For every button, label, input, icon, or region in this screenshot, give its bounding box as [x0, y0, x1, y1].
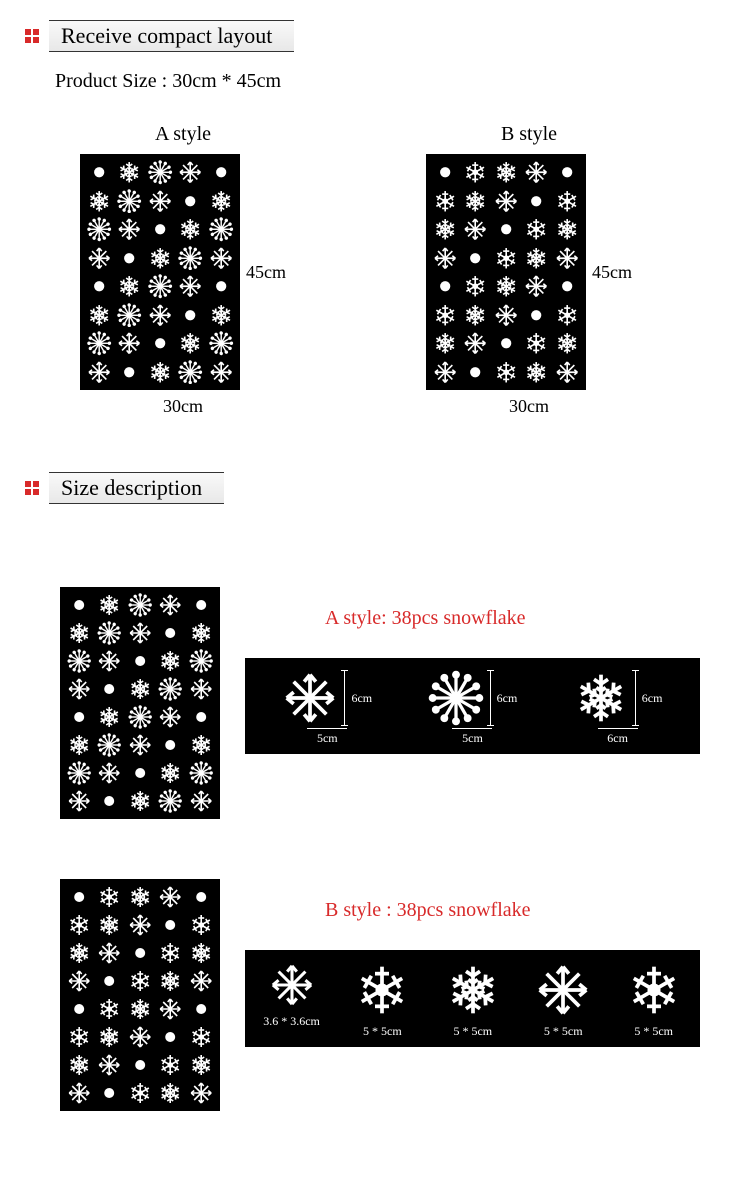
- style-b-height: 45cm: [592, 262, 632, 283]
- style-b-width: 30cm: [426, 396, 632, 417]
- product-size-label: Product Size : 30cm * 45cm: [55, 70, 725, 93]
- detail-a-item: 6cm 5cm: [428, 670, 518, 746]
- detail-a-block: A style: 38pcs snowflake 6cm 5cm 6cm: [60, 587, 725, 819]
- dim-height: 6cm: [497, 691, 518, 706]
- dim-label: 5 * 5cm: [634, 1020, 674, 1039]
- snowflake-icon: [269, 962, 315, 1008]
- style-b-label: B style: [426, 123, 632, 146]
- dim-label: 3.6 * 3.6cm: [263, 1010, 320, 1029]
- detail-b-strip: 3.6 * 3.6cm 5 * 5cm 5 * 5cm 5 * 5cm 5 * …: [245, 950, 700, 1047]
- detail-a-strip: 6cm 5cm 6cm 5cm 6cm: [245, 658, 700, 754]
- section-header-layout: Receive compact layout: [25, 20, 725, 52]
- dim-width: 6cm: [598, 728, 638, 746]
- section-title: Receive compact layout: [49, 20, 294, 52]
- detail-a-item: 6cm 5cm: [282, 670, 372, 746]
- style-b-sheet: [426, 154, 586, 390]
- detail-b-block: B style : 38pcs snowflake 3.6 * 3.6cm 5 …: [60, 879, 725, 1111]
- snowflake-icon: [282, 670, 338, 726]
- section-title: Size description: [49, 472, 224, 504]
- detail-a-title: A style: 38pcs snowflake: [325, 607, 725, 630]
- dim-label: 5 * 5cm: [543, 1020, 583, 1039]
- product-page: Receive compact layout Product Size : 30…: [0, 0, 750, 1191]
- style-a-label: A style: [80, 123, 286, 146]
- snowflake-icon: [573, 670, 629, 726]
- detail-b-item: 3.6 * 3.6cm: [263, 962, 320, 1039]
- detail-a-sheet: [60, 587, 220, 819]
- plus-icon: [25, 481, 39, 495]
- plus-icon: [25, 29, 39, 43]
- style-a-col: A style 45cm 30cm: [80, 123, 286, 417]
- snowflake-icon: [428, 670, 484, 726]
- dim-width: 5cm: [452, 728, 492, 746]
- detail-b-item: 5 * 5cm: [626, 962, 682, 1039]
- styles-row: A style 45cm 30cm B style 45cm 30cm: [80, 123, 725, 417]
- detail-b-item: 5 * 5cm: [354, 962, 410, 1039]
- dim-label: 5 * 5cm: [362, 1020, 402, 1039]
- snowflake-icon: [535, 962, 591, 1018]
- snowflake-icon: [354, 962, 410, 1018]
- dim-width: 5cm: [307, 728, 347, 746]
- detail-b-item: 5 * 5cm: [445, 962, 501, 1039]
- snowflake-icon: [445, 962, 501, 1018]
- style-b-col: B style 45cm 30cm: [426, 123, 632, 417]
- detail-b-title: B style : 38pcs snowflake: [325, 899, 725, 922]
- dim-height: 6cm: [642, 691, 663, 706]
- detail-b-sheet: [60, 879, 220, 1111]
- section-header-size: Size description: [25, 472, 725, 504]
- style-a-height: 45cm: [246, 262, 286, 283]
- dim-height: 6cm: [351, 691, 372, 706]
- style-a-sheet: [80, 154, 240, 390]
- style-a-width: 30cm: [80, 396, 286, 417]
- detail-b-item: 5 * 5cm: [535, 962, 591, 1039]
- dim-label: 5 * 5cm: [453, 1020, 493, 1039]
- snowflake-icon: [626, 962, 682, 1018]
- detail-a-item: 6cm 6cm: [573, 670, 663, 746]
